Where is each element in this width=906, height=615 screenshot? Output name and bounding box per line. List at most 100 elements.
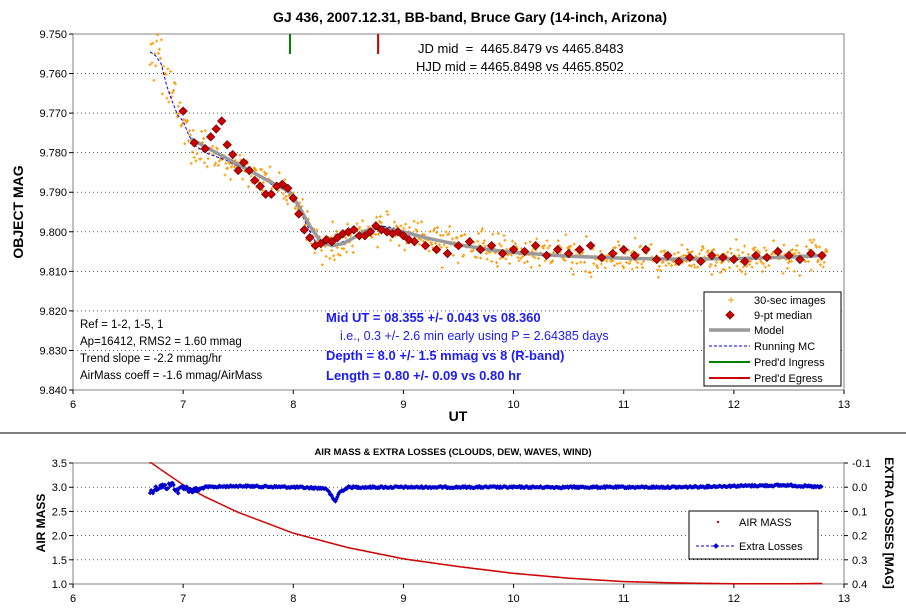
air-mass-point	[685, 582, 688, 585]
median-point	[442, 248, 453, 259]
image-point	[224, 161, 228, 165]
air-mass-point	[537, 574, 540, 577]
air-mass-point	[414, 559, 417, 562]
image-point	[471, 248, 475, 252]
image-point	[335, 246, 339, 250]
median-point	[806, 248, 816, 259]
image-point	[319, 248, 323, 252]
air-mass-point	[745, 582, 748, 585]
image-point	[627, 262, 631, 266]
image-point	[575, 261, 579, 265]
image-point	[241, 177, 245, 181]
y-axis-ticks: 9.750 9.760 9.770 9.780 9.790 9.800 9.810 9.820…	[39, 29, 73, 397]
legend-label: AIR MASS	[739, 517, 792, 529]
image-point	[202, 161, 206, 165]
grid-lines	[73, 73, 844, 351]
y-tick-label: 9.830	[39, 345, 67, 357]
image-point	[672, 252, 676, 256]
air-mass-point	[465, 566, 467, 569]
image-point	[789, 259, 793, 263]
image-point	[433, 227, 437, 231]
air-mass-point	[519, 573, 522, 575]
image-point	[598, 249, 602, 253]
air-mass-point	[746, 582, 749, 585]
air-mass-point	[557, 576, 560, 579]
image-point	[753, 246, 757, 250]
image-point	[330, 248, 334, 252]
air-mass-point	[532, 574, 535, 576]
airmass-chart: AIR MASS & EXTRA LOSSES (CLOUDS, DEW, WA…	[34, 447, 896, 605]
median-point	[431, 244, 442, 255]
median-point	[299, 225, 309, 235]
image-point	[551, 259, 555, 263]
air-mass-point	[463, 566, 466, 569]
median-point	[316, 238, 326, 249]
image-point	[171, 91, 175, 95]
air-mass-point	[780, 582, 783, 585]
air-mass-point	[541, 575, 544, 577]
air-mass-point	[500, 570, 503, 573]
image-point	[320, 263, 324, 267]
image-point	[676, 250, 680, 254]
air-mass-point	[697, 582, 700, 585]
air-mass-point	[621, 580, 623, 583]
air-mass-point	[585, 578, 588, 581]
air-mass-point	[487, 569, 490, 572]
air-mass-point	[527, 573, 530, 576]
median-point	[817, 250, 827, 261]
image-point	[495, 264, 499, 268]
image-point	[261, 180, 265, 184]
series-running-mc	[149, 51, 823, 260]
image-point	[812, 238, 816, 242]
image-point	[450, 237, 454, 241]
image-point	[618, 261, 622, 265]
airmass-legend-box	[688, 510, 819, 560]
image-point	[741, 250, 745, 254]
y2-tick-label: 0.0	[852, 482, 867, 494]
image-point	[485, 257, 489, 261]
air-mass-point	[659, 581, 662, 584]
image-point	[445, 246, 449, 250]
median-point	[222, 140, 232, 150]
air-mass-point	[648, 581, 651, 584]
air-mass-point	[758, 582, 761, 585]
air-mass-point	[490, 569, 493, 572]
air-mass-point	[458, 565, 461, 568]
air-mass-point	[584, 578, 586, 581]
image-point	[746, 252, 750, 256]
image-point	[213, 163, 217, 167]
air-mass-point	[432, 562, 434, 564]
image-point	[152, 78, 156, 82]
x-tick-label: 8	[290, 593, 296, 605]
median-point	[773, 246, 783, 257]
chart-title: GJ 436, 2007.12.31, BB-band, Bruce Gary …	[273, 9, 667, 25]
air-mass-point	[474, 567, 477, 570]
image-point	[260, 168, 264, 172]
median-point	[475, 244, 486, 255]
air-mass-point	[413, 559, 416, 562]
x-axis-ticks: 6 7 8 9 10 11 12 13	[70, 390, 850, 411]
image-point	[760, 270, 764, 274]
image-point	[451, 253, 455, 257]
air-mass-point	[429, 561, 432, 564]
median-point	[608, 248, 618, 259]
air-mass-point	[713, 582, 716, 585]
air-mass-point	[757, 582, 759, 585]
air-mass-point	[595, 579, 598, 581]
legend-swatch-air-mass	[716, 520, 720, 524]
image-point	[490, 259, 494, 263]
air-mass-point	[668, 581, 671, 584]
image-point	[499, 244, 503, 248]
air-mass-point	[753, 582, 756, 585]
air-mass-point	[453, 565, 455, 567]
air-mass-point	[738, 582, 741, 585]
image-point	[480, 229, 484, 233]
median-point	[674, 256, 684, 267]
legend-swatch-30sec	[728, 297, 734, 303]
air-mass-point	[728, 582, 730, 585]
air-mass-point	[406, 558, 409, 561]
air-mass-point	[687, 582, 689, 585]
image-point	[639, 244, 643, 248]
image-point	[641, 266, 645, 270]
air-mass-point	[200, 494, 203, 496]
